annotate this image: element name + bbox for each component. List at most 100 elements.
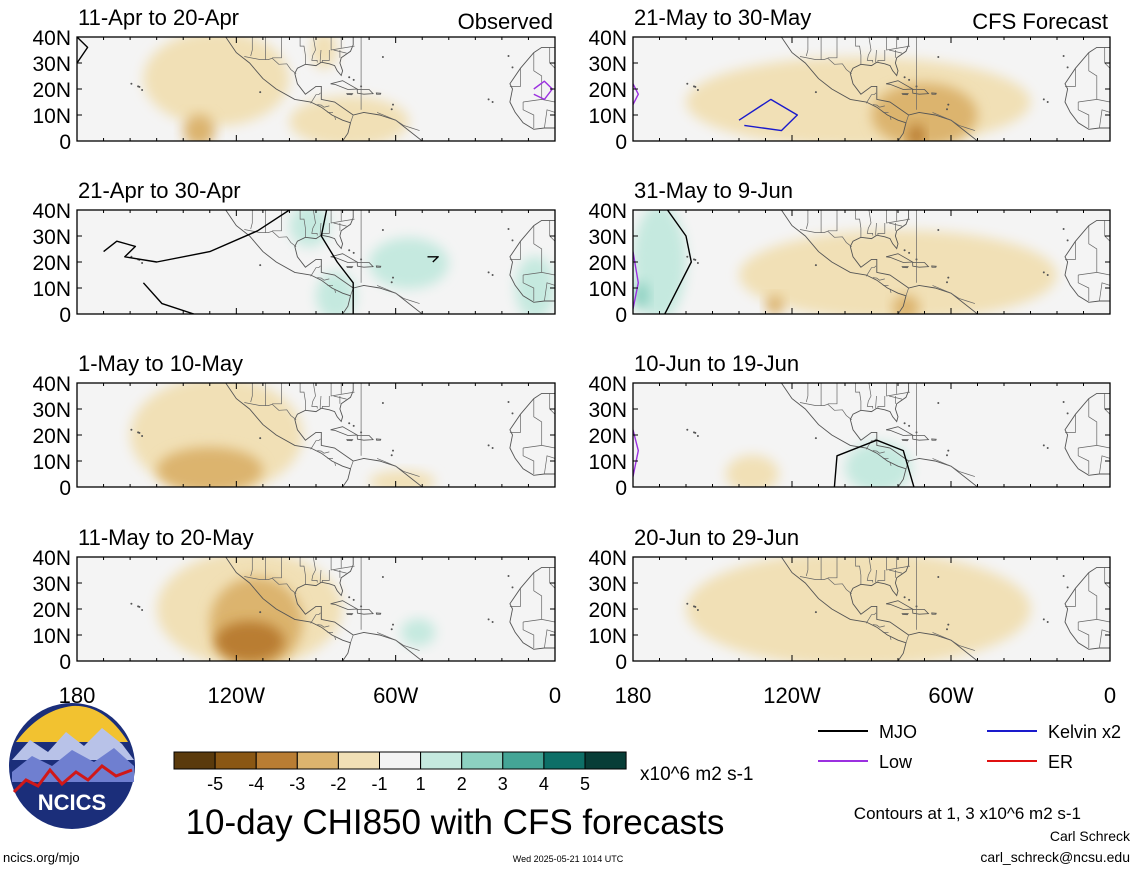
island bbox=[346, 439, 354, 442]
anomaly-region bbox=[183, 114, 216, 141]
border-line bbox=[523, 225, 543, 276]
island bbox=[814, 437, 817, 440]
border-line bbox=[549, 220, 555, 242]
lat-label: 10N bbox=[32, 278, 71, 301]
border-line bbox=[950, 639, 976, 651]
island bbox=[686, 602, 689, 605]
border-line bbox=[509, 414, 521, 433]
island bbox=[392, 449, 394, 452]
border-line bbox=[1096, 619, 1110, 623]
legend-label: Kelvin x2 bbox=[1048, 722, 1121, 742]
island bbox=[931, 438, 937, 441]
coastline bbox=[897, 140, 978, 141]
border-line bbox=[334, 289, 337, 294]
legend-label: Low bbox=[879, 752, 913, 772]
map-panel: 40N 30N 20N 10N 0 10-Jun to 19-Jun bbox=[588, 351, 1111, 500]
island bbox=[947, 276, 950, 279]
lat-label: 20N bbox=[588, 425, 627, 448]
border-line bbox=[1065, 68, 1076, 87]
island bbox=[1066, 239, 1069, 242]
anomaly-region bbox=[156, 447, 263, 487]
colorbar-tick: 1 bbox=[416, 774, 426, 794]
anomaly-region bbox=[725, 455, 779, 487]
island bbox=[696, 435, 699, 437]
island bbox=[346, 266, 354, 269]
lat-label: 0 bbox=[615, 477, 627, 500]
coastline-africa bbox=[1064, 392, 1110, 476]
lon-label: 0 bbox=[549, 683, 561, 708]
island bbox=[908, 598, 911, 601]
island bbox=[392, 623, 394, 626]
border-line bbox=[1096, 445, 1110, 449]
lat-label: 30N bbox=[32, 226, 71, 249]
panel-plot-area bbox=[77, 557, 555, 661]
border-line bbox=[872, 624, 885, 628]
border-line bbox=[950, 465, 976, 477]
border-line bbox=[319, 49, 322, 63]
island bbox=[390, 628, 393, 631]
border-line bbox=[299, 383, 306, 411]
border-line bbox=[350, 634, 354, 643]
border-line bbox=[395, 639, 420, 651]
island bbox=[947, 623, 950, 626]
border-line bbox=[872, 450, 885, 454]
island bbox=[507, 55, 510, 57]
border-line bbox=[1077, 275, 1090, 301]
border-line bbox=[889, 116, 892, 121]
border-line bbox=[317, 624, 330, 628]
lat-label: 0 bbox=[59, 651, 71, 674]
anomaly-region bbox=[289, 210, 330, 248]
border-line bbox=[299, 210, 306, 238]
panel-period: 20-Jun to 29-Jun bbox=[634, 525, 799, 550]
island bbox=[259, 437, 262, 440]
island bbox=[352, 251, 355, 254]
border-line bbox=[376, 112, 396, 121]
island bbox=[348, 76, 351, 79]
lat-label: 10N bbox=[588, 278, 627, 301]
lat-label: 10N bbox=[32, 625, 71, 648]
island bbox=[491, 101, 494, 103]
site-link[interactable]: ncics.org/mjo bbox=[3, 850, 80, 865]
coastline bbox=[342, 313, 423, 314]
anomaly-region bbox=[765, 295, 785, 314]
border-line bbox=[272, 557, 282, 579]
border-line bbox=[1104, 393, 1110, 415]
island bbox=[138, 85, 141, 88]
border-line bbox=[886, 37, 910, 51]
island bbox=[141, 262, 144, 264]
border-line bbox=[950, 292, 976, 304]
lat-label: 20N bbox=[32, 252, 71, 275]
island bbox=[259, 611, 262, 614]
island bbox=[912, 609, 930, 615]
island bbox=[912, 89, 930, 95]
lon-label: 60W bbox=[373, 683, 418, 708]
border-line bbox=[250, 210, 253, 230]
island bbox=[903, 76, 906, 79]
island bbox=[937, 56, 940, 58]
border-line bbox=[376, 632, 396, 641]
border-line bbox=[310, 265, 321, 277]
figure-title: 10-day CHI850 with CFS forecasts bbox=[186, 803, 725, 842]
island bbox=[381, 56, 384, 58]
lat-label: 10N bbox=[588, 451, 627, 474]
border-line bbox=[330, 210, 355, 224]
colorbar-tick: -3 bbox=[289, 774, 305, 794]
border-line bbox=[1077, 102, 1090, 128]
contour-mjo bbox=[77, 37, 89, 64]
border-line bbox=[522, 275, 535, 301]
colorbar-tick: -2 bbox=[330, 774, 346, 794]
island bbox=[348, 422, 351, 425]
island bbox=[686, 82, 689, 85]
contour-mjo bbox=[427, 256, 439, 263]
border-line bbox=[905, 114, 909, 123]
border-line bbox=[272, 210, 282, 232]
border-line bbox=[932, 112, 952, 121]
panel-plot-area bbox=[77, 383, 555, 487]
island bbox=[1062, 575, 1065, 577]
border-line bbox=[544, 455, 555, 475]
lon-label: 60W bbox=[928, 683, 973, 708]
island bbox=[814, 91, 817, 94]
border-line bbox=[522, 622, 535, 648]
contour-mjo bbox=[320, 210, 354, 314]
island bbox=[946, 628, 948, 631]
